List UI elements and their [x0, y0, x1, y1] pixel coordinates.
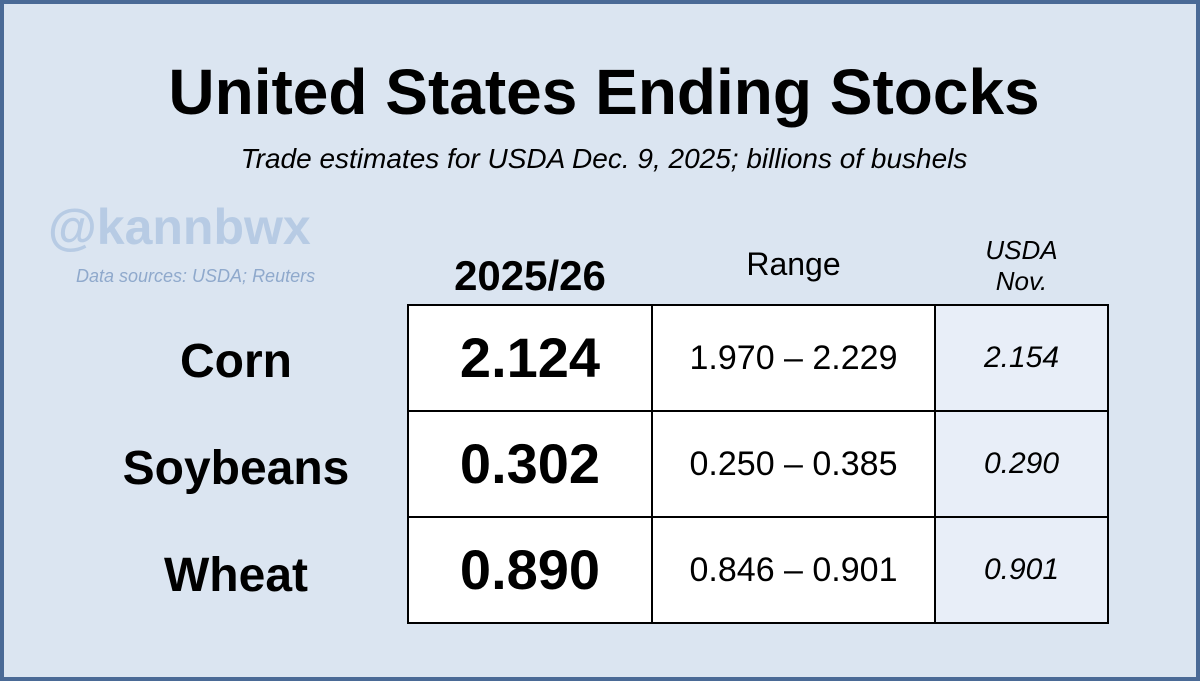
usda-cell-wheat: 0.901 [934, 516, 1109, 624]
range-cell-corn: 1.970 – 2.229 [651, 304, 936, 412]
column-header-estimate: 2025/26 [454, 252, 606, 299]
estimates-table: 2.124 1.970 – 2.229 2.154 0.302 0.250 – … [407, 304, 1109, 624]
chart-subtitle: Trade estimates for USDA Dec. 9, 2025; b… [240, 143, 968, 174]
estimate-cell-corn: 2.124 [407, 304, 653, 412]
table-row-corn: 2.124 1.970 – 2.229 2.154 [407, 304, 1109, 412]
usda-cell-corn: 2.154 [934, 304, 1109, 412]
column-header-range: Range [746, 246, 841, 282]
estimate-cell-wheat: 0.890 [407, 516, 653, 624]
data-sources-note: Data sources: USDA; Reuters [76, 266, 316, 286]
row-label-soybeans: Soybeans [122, 442, 350, 495]
estimate-cell-soybeans: 0.302 [407, 410, 653, 518]
chart-title: United States Ending Stocks [168, 56, 1040, 128]
column-header-usda-nov: USDA Nov. [935, 235, 1108, 296]
range-cell-soybeans: 0.250 – 0.385 [651, 410, 936, 518]
table-row-wheat: 0.890 0.846 – 0.901 0.901 [407, 516, 1109, 624]
range-cell-wheat: 0.846 – 0.901 [651, 516, 936, 624]
row-label-wheat: Wheat [164, 549, 308, 602]
row-label-corn: Corn [180, 335, 292, 388]
watermark-handle: @kannbwx [48, 199, 311, 255]
usda-cell-soybeans: 0.290 [934, 410, 1109, 518]
column-header-usda-line1: USDA [985, 235, 1058, 265]
table-row-soybeans: 0.302 0.250 – 0.385 0.290 [407, 410, 1109, 518]
column-header-usda-line2: Nov. [995, 265, 1048, 296]
